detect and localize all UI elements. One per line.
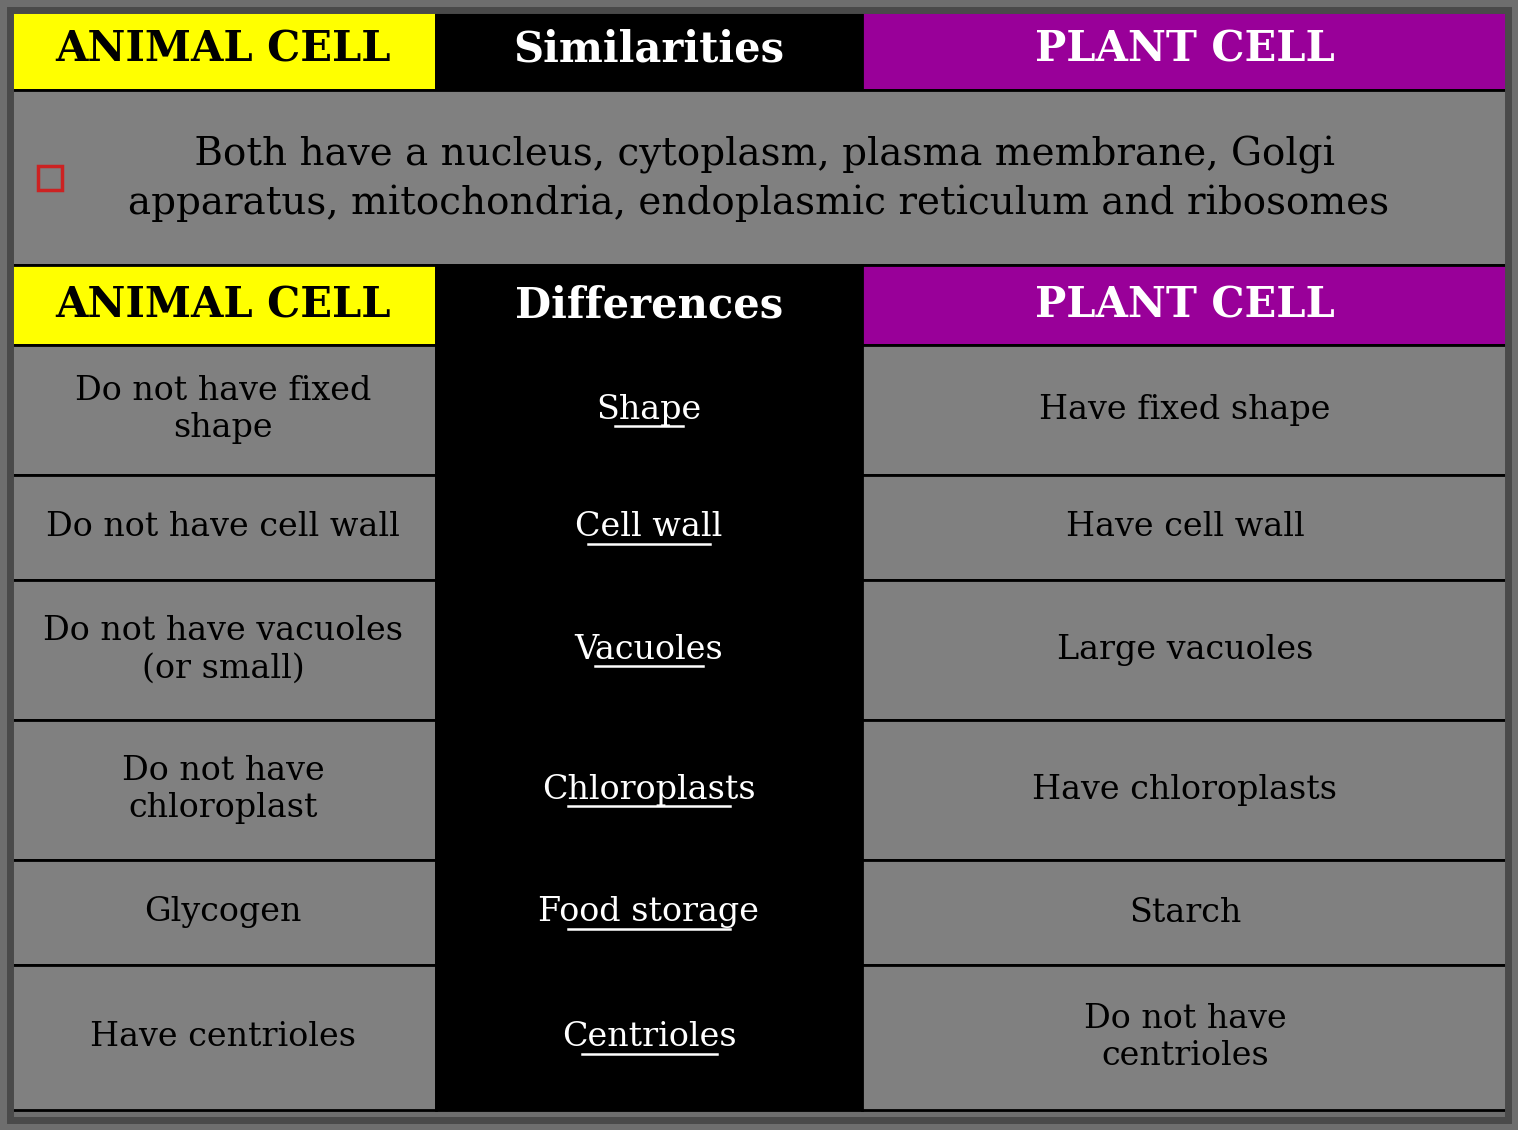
- Bar: [436, 720, 862, 860]
- Bar: [862, 475, 1507, 580]
- Text: Both have a nucleus, cytoplasm, plasma membrane, Golgi: Both have a nucleus, cytoplasm, plasma m…: [182, 137, 1336, 174]
- Bar: [862, 266, 1507, 345]
- Text: apparatus, mitochondria, endoplasmic reticulum and ribosomes: apparatus, mitochondria, endoplasmic ret…: [129, 184, 1389, 223]
- Bar: [862, 10, 1507, 90]
- Bar: [862, 860, 1507, 965]
- Bar: [11, 345, 436, 475]
- Text: Have centrioles: Have centrioles: [90, 1022, 357, 1053]
- Bar: [436, 345, 862, 475]
- Bar: [11, 90, 1507, 266]
- Text: Centrioles: Centrioles: [562, 1022, 736, 1053]
- Bar: [436, 965, 862, 1110]
- Text: Have chloroplasts: Have chloroplasts: [1032, 774, 1337, 806]
- Bar: [11, 580, 436, 720]
- Bar: [862, 345, 1507, 475]
- Text: Cell wall: Cell wall: [575, 512, 723, 544]
- Text: PLANT CELL: PLANT CELL: [1035, 29, 1334, 71]
- Text: Do not have
chloroplast: Do not have chloroplast: [121, 756, 325, 825]
- Bar: [11, 860, 436, 965]
- Text: Similarities: Similarities: [513, 29, 785, 71]
- Bar: [11, 10, 436, 90]
- Text: Do not have fixed
shape: Do not have fixed shape: [74, 375, 372, 444]
- Text: Glycogen: Glycogen: [144, 896, 302, 929]
- Text: Vacuoles: Vacuoles: [575, 634, 724, 666]
- Bar: [436, 266, 862, 345]
- Text: Food storage: Food storage: [539, 896, 759, 929]
- Text: Do not have cell wall: Do not have cell wall: [46, 512, 399, 544]
- Bar: [862, 965, 1507, 1110]
- Bar: [11, 720, 436, 860]
- Text: Do not have
centrioles: Do not have centrioles: [1084, 1003, 1286, 1072]
- Text: PLANT CELL: PLANT CELL: [1035, 284, 1334, 325]
- Text: Do not have vacuoles
(or small): Do not have vacuoles (or small): [43, 616, 402, 685]
- Text: ANIMAL CELL: ANIMAL CELL: [55, 284, 390, 325]
- Bar: [436, 860, 862, 965]
- Bar: [436, 475, 862, 580]
- Text: Have cell wall: Have cell wall: [1066, 512, 1304, 544]
- Text: Have fixed shape: Have fixed shape: [1040, 394, 1331, 426]
- Text: Shape: Shape: [597, 394, 701, 426]
- Bar: [436, 580, 862, 720]
- Bar: [11, 965, 436, 1110]
- Text: Differences: Differences: [515, 284, 783, 325]
- Text: ANIMAL CELL: ANIMAL CELL: [55, 29, 390, 71]
- Bar: [862, 720, 1507, 860]
- Text: Starch: Starch: [1129, 896, 1242, 929]
- Bar: [11, 266, 436, 345]
- Text: Large vacuoles: Large vacuoles: [1057, 634, 1313, 666]
- Bar: [38, 165, 62, 190]
- Text: Chloroplasts: Chloroplasts: [542, 774, 756, 806]
- Bar: [11, 475, 436, 580]
- Bar: [862, 580, 1507, 720]
- Bar: [436, 10, 862, 90]
